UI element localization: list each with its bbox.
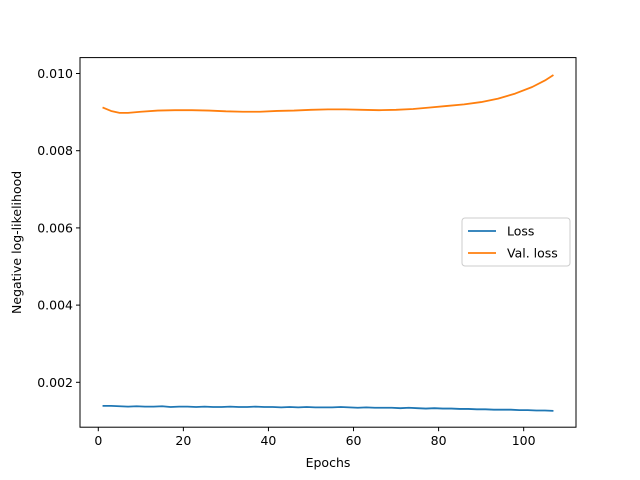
y-tick-label: 0.004 (37, 298, 73, 313)
y-tick-label: 0.008 (37, 143, 73, 158)
legend-label-loss: Loss (507, 224, 534, 239)
plot-frame (79, 57, 577, 428)
y-tick-label: 0.010 (37, 66, 73, 81)
x-axis-label: Epochs (306, 455, 351, 470)
x-tick-label: 80 (431, 433, 447, 448)
series-layer (102, 74, 554, 412)
series-line-loss (102, 404, 554, 412)
series-line-val-loss (102, 74, 554, 114)
legend-box (461, 217, 571, 267)
x-tick-label: 100 (512, 433, 536, 448)
x-tick-label: 0 (94, 433, 102, 448)
y-tick-label: 0.006 (37, 220, 73, 235)
y-axis-label: Negative log-likelihood (9, 171, 24, 314)
legend: Loss Val. loss (461, 217, 571, 267)
x-axis-ticks: 0 20 40 60 80 100 (94, 427, 536, 448)
legend-label-val-loss: Val. loss (507, 246, 558, 261)
x-tick-label: 40 (260, 433, 276, 448)
y-axis-ticks: 0.002 0.004 0.006 0.008 0.010 (37, 66, 80, 390)
x-tick-label: 20 (175, 433, 191, 448)
y-tick-label: 0.002 (37, 375, 73, 390)
x-tick-label: 60 (346, 433, 362, 448)
